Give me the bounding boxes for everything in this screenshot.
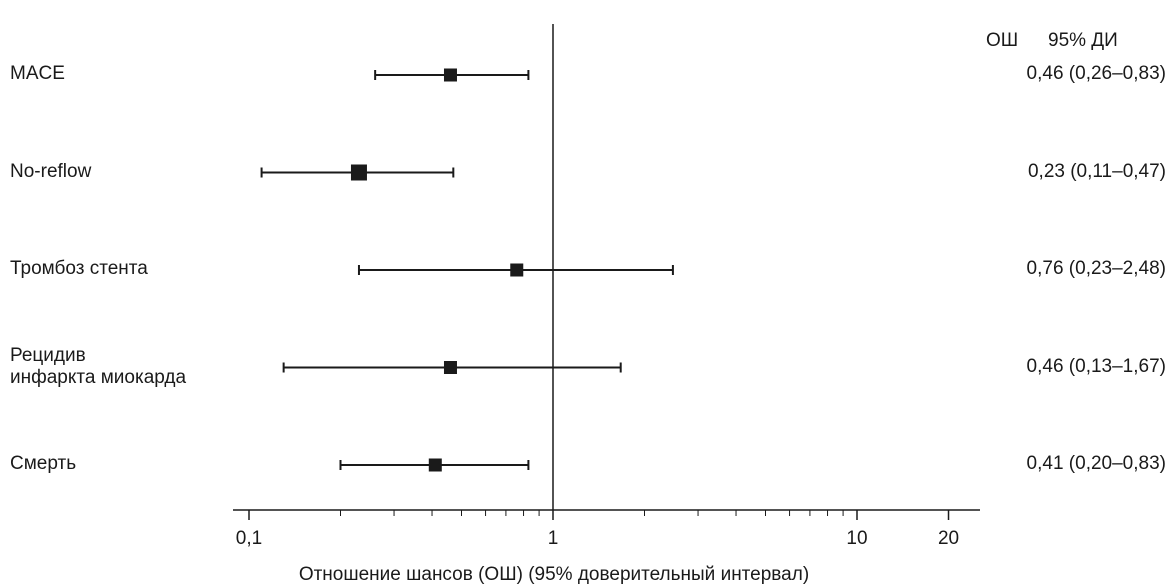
- row-label: Рецидив инфаркта миокарда: [10, 345, 186, 389]
- row-label-line: No-reflow: [10, 160, 92, 182]
- row-label: Смерть: [10, 453, 76, 475]
- point-estimate: [350, 164, 367, 181]
- row-or-ci-value: 0,46 (0,13–1,67): [1026, 355, 1166, 377]
- row-or-ci-value: 0,41 (0,20–0,83): [1026, 453, 1166, 474]
- row-label-line: Смерть: [10, 453, 77, 474]
- x-tick-label: 10: [846, 528, 867, 549]
- row-label: MACE: [10, 63, 65, 85]
- row-or-ci-value: 0,46 (0,26–0,83): [1026, 63, 1166, 84]
- x-tick-label: 0,1: [236, 528, 262, 549]
- row-or-ci-value: 0,76 (0,23–2,48): [1026, 258, 1166, 279]
- row-label: No-reflow: [10, 161, 91, 183]
- row-label: Тромбоз стента: [10, 258, 148, 280]
- point-estimate: [428, 458, 442, 472]
- row-label-line: Рецидив: [10, 344, 86, 366]
- row-label-line: инфаркта миокарда: [10, 366, 187, 388]
- row-or-ci-value: 0,23 (0,11–0,47): [1027, 160, 1166, 182]
- x-tick-label: 1: [548, 528, 559, 549]
- point-estimate: [443, 68, 457, 82]
- header-or: ОШ: [986, 30, 1019, 51]
- point-estimate: [443, 361, 457, 374]
- row-label-line: Тромбоз стента: [10, 258, 148, 279]
- point-estimate: [510, 263, 524, 277]
- x-tick-label: 20: [938, 528, 959, 549]
- x-axis-title: Отношение шансов (ОШ) (95% доверительный…: [299, 564, 809, 585]
- row-label-line: MACE: [10, 63, 65, 84]
- header-ci: 95% ДИ: [1048, 30, 1118, 51]
